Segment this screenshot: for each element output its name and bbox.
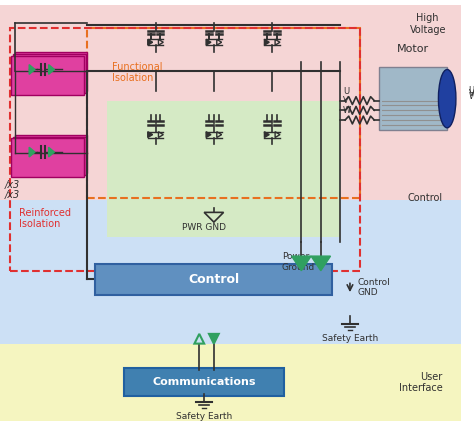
Polygon shape	[264, 132, 269, 137]
Text: High
Voltage: High Voltage	[410, 13, 446, 35]
Polygon shape	[148, 39, 153, 45]
Text: Control: Control	[188, 273, 239, 286]
Bar	[15, 52, 88, 91]
Text: Functional
Isolation: Functional Isolation	[112, 62, 162, 83]
Text: U: U	[469, 86, 474, 95]
Text: /x3: /x3	[5, 180, 20, 190]
Polygon shape	[206, 132, 211, 137]
FancyBboxPatch shape	[125, 368, 284, 396]
Bar	[15, 135, 88, 173]
Text: Reinforced
Isolation: Reinforced Isolation	[19, 208, 72, 229]
Text: U: U	[343, 87, 349, 96]
Text: Communications: Communications	[152, 377, 256, 386]
FancyBboxPatch shape	[95, 264, 332, 295]
FancyBboxPatch shape	[379, 67, 447, 130]
FancyBboxPatch shape	[107, 101, 340, 237]
Bar	[13, 54, 85, 93]
Text: V: V	[469, 89, 474, 98]
Bar	[88, 28, 360, 198]
Polygon shape	[206, 39, 211, 45]
Bar	[13, 137, 85, 175]
Polygon shape	[148, 132, 153, 137]
FancyBboxPatch shape	[0, 5, 461, 266]
Bar	[10, 28, 360, 270]
Text: W: W	[343, 106, 351, 115]
FancyBboxPatch shape	[0, 344, 461, 422]
Text: Control: Control	[407, 193, 442, 203]
Text: User
Interface: User Interface	[399, 372, 442, 393]
Text: V: V	[343, 96, 349, 105]
Polygon shape	[29, 147, 35, 157]
Text: W: W	[469, 92, 474, 101]
Polygon shape	[264, 39, 269, 45]
Bar	[11, 56, 83, 95]
Text: Safety Earth: Safety Earth	[176, 412, 232, 421]
Text: /x3: /x3	[5, 190, 20, 200]
Polygon shape	[209, 334, 219, 344]
Polygon shape	[49, 65, 55, 74]
Bar	[11, 139, 83, 177]
Text: Control
GND: Control GND	[358, 277, 391, 297]
Text: PWR GND: PWR GND	[182, 223, 226, 232]
Polygon shape	[292, 256, 311, 270]
FancyBboxPatch shape	[0, 200, 461, 344]
Ellipse shape	[438, 69, 456, 128]
Polygon shape	[311, 256, 330, 270]
Polygon shape	[49, 147, 55, 157]
Text: Safety Earth: Safety Earth	[322, 334, 378, 343]
Text: Power
Ground: Power Ground	[282, 252, 315, 272]
Polygon shape	[29, 65, 35, 74]
Text: Motor: Motor	[397, 44, 429, 54]
